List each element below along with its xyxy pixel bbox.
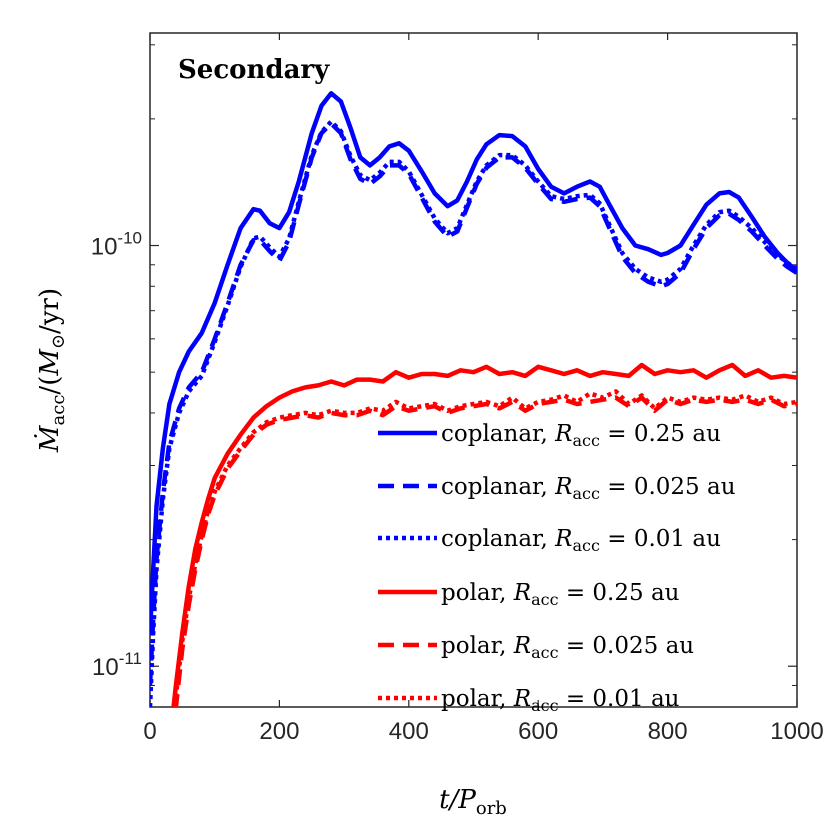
legend-label-6: polar, Racc = 0.01 au <box>441 686 679 715</box>
y-tick-base: 10 <box>92 654 119 681</box>
y-tick-base: 10 <box>91 234 118 261</box>
y-tick-exponent: -11 <box>119 649 142 668</box>
y-axis-label: Ṁacc/(M⊙/yr) <box>34 288 69 453</box>
legend-label-4: polar, Racc = 0.25 au <box>441 580 679 609</box>
x-tick-label: 200 <box>259 718 299 745</box>
y-tick-label: 10-10 <box>91 229 142 261</box>
series-line-1 <box>150 91 797 634</box>
series-group <box>150 91 797 707</box>
legend-label-1: coplanar, Racc = 0.25 au <box>441 421 721 450</box>
legend: coplanar, Racc = 0.25 au coplanar, Racc =… <box>378 421 736 715</box>
legend-label-2: coplanar, Racc = 0.025 au <box>441 474 736 503</box>
y-tick-exponent: -10 <box>117 229 142 248</box>
y-tick-label: 10-11 <box>92 649 142 681</box>
axis-ticks <box>149 33 798 708</box>
x-tick-label: 0 <box>143 718 156 745</box>
x-tick-label: 600 <box>518 718 558 745</box>
x-tick-label: 800 <box>648 718 688 745</box>
series-line-4 <box>171 362 797 707</box>
x-tick-label: 400 <box>389 718 429 745</box>
chart-title: Secondary <box>178 55 330 85</box>
legend-label-3: coplanar, Racc = 0.01 au <box>441 526 721 555</box>
legend-label-5: polar, Racc = 0.025 au <box>441 633 694 662</box>
x-tick-label: 1000 <box>770 718 823 745</box>
series-line-3 <box>150 119 797 707</box>
